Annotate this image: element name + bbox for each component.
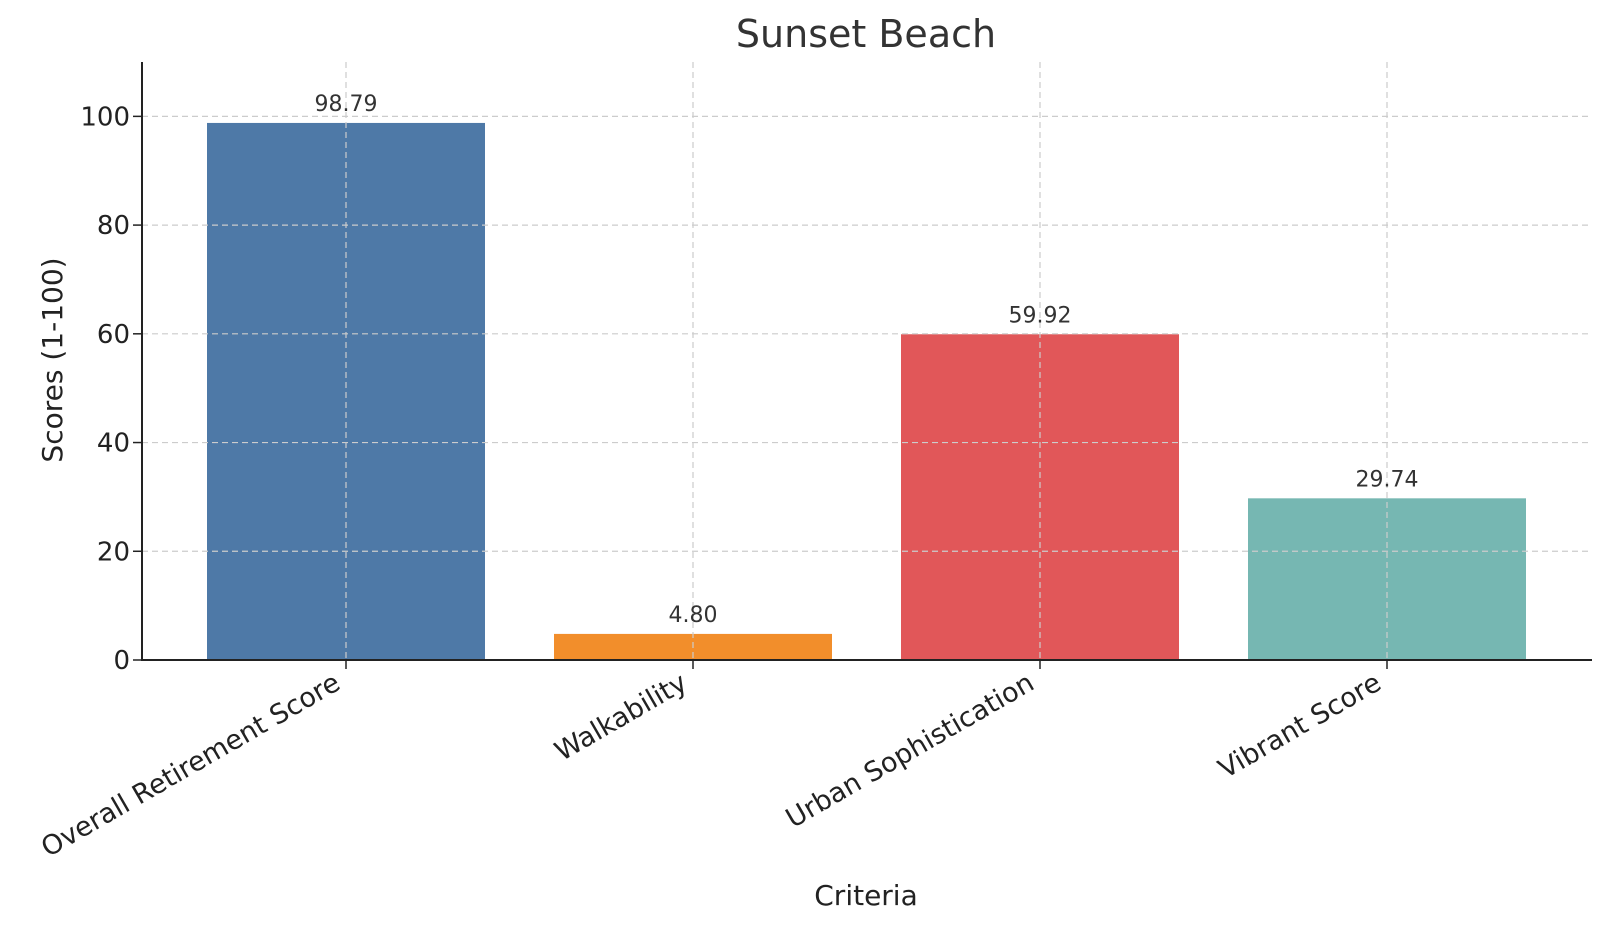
chart-title: Sunset Beach <box>736 12 996 56</box>
y-axis-label: Scores (1-100) <box>36 257 69 462</box>
value-label-0: 98.79 <box>315 92 378 117</box>
y-tick-label-2: 40 <box>97 429 130 459</box>
x-tick-label-2: Urban Sophistication <box>781 667 1040 834</box>
bars <box>207 122 1526 660</box>
value-label-3: 29.74 <box>1356 467 1419 492</box>
y-tick-label-4: 80 <box>97 211 130 241</box>
value-label-2: 59.92 <box>1009 303 1072 328</box>
x-tick-label-1: Walkability <box>550 667 693 767</box>
value-label-1: 4.80 <box>669 603 718 628</box>
x-axis-label: Criteria <box>814 879 918 912</box>
grid <box>142 62 1592 660</box>
y-tick-label-0: 0 <box>113 646 130 676</box>
y-tick-label-5: 100 <box>80 102 130 132</box>
axes <box>133 62 1592 669</box>
y-tick-label-1: 20 <box>97 537 130 567</box>
x-tick-label-3: Vibrant Score <box>1213 667 1386 785</box>
y-tick-label-3: 60 <box>97 320 130 350</box>
x-tick-label-0: Overall Retirement Score <box>36 667 345 863</box>
